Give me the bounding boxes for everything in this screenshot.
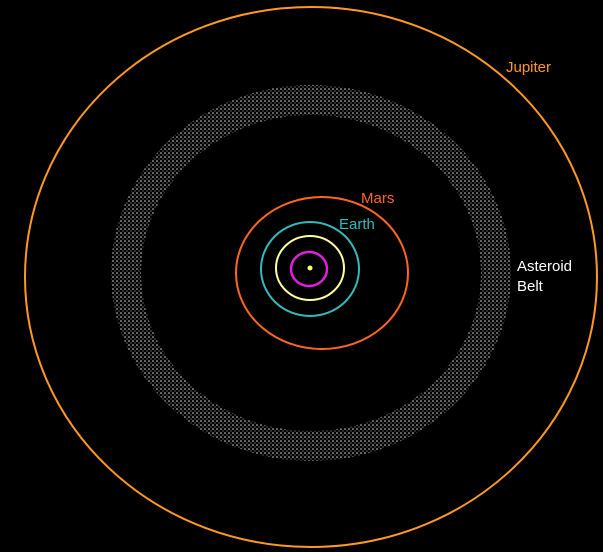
- sun-icon: [307, 265, 313, 271]
- asteroid-belt: [110, 84, 512, 462]
- mercury-orbit: [289, 250, 329, 288]
- venus-orbit: [275, 235, 345, 301]
- earth-label: Earth: [339, 216, 375, 233]
- jupiter-orbit: [24, 6, 598, 548]
- earth-orbit: [260, 221, 360, 317]
- jupiter-label: Jupiter: [506, 59, 551, 76]
- mars-orbit: [235, 196, 409, 350]
- mars-label: Mars: [361, 190, 394, 207]
- asteroid-belt-label-line1: Asteroid: [517, 258, 572, 275]
- asteroid-belt-label-line2: Belt: [517, 278, 544, 295]
